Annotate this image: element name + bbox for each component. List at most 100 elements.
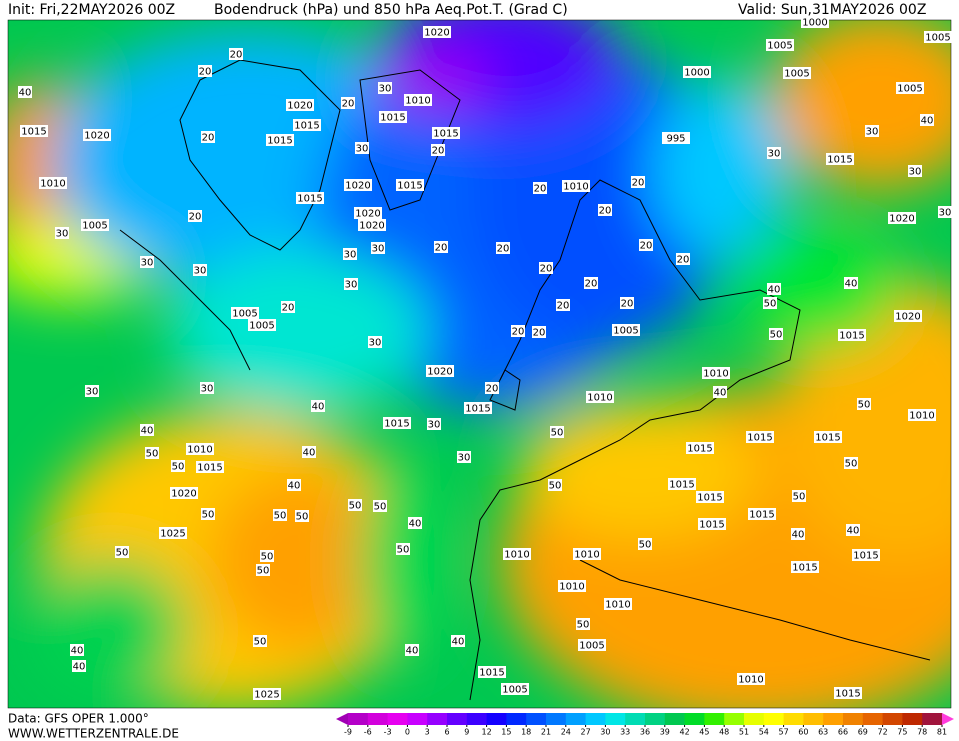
isobar-label-box (253, 688, 281, 700)
isobar-label: 1000 (684, 68, 709, 79)
isobar-label: 1020 (355, 209, 380, 220)
theta-label-box (140, 424, 154, 436)
theta-label: 30 (369, 338, 382, 349)
colorbar-box (843, 713, 864, 725)
isobar-label-box (503, 548, 531, 560)
colorbar-tick-label: 63 (818, 728, 828, 737)
colorbar-box (407, 713, 428, 725)
theta-label: 20 (282, 303, 295, 314)
theta-label-box (576, 618, 590, 630)
isobar-label: 1020 (84, 131, 109, 142)
theta-label: 20 (432, 146, 445, 157)
theta-label-box (763, 297, 777, 309)
isobar-label: 1010 (574, 550, 599, 561)
theta-label: 30 (344, 250, 357, 261)
theta-label: 30 (768, 149, 781, 160)
isobar-label: 1005 (579, 641, 604, 652)
theta-label: 50 (549, 481, 562, 492)
theta-label: 20 (202, 133, 215, 144)
colorbar-tick-label: -9 (344, 728, 352, 737)
theta-label-box (846, 524, 860, 536)
website: WWW.WETTERZENTRALE.DE (8, 727, 179, 741)
colorbar-box (546, 713, 567, 725)
theta-label-box (348, 499, 362, 511)
isobar-label-box (702, 367, 730, 379)
theta-label: 20 (557, 301, 570, 312)
theta-label: 40 (452, 637, 465, 648)
isobar-label-box (766, 39, 794, 51)
isobar-label-box (668, 478, 696, 490)
colorbar-box (704, 713, 725, 725)
colorbar-box (466, 713, 488, 725)
isobar-label: 1015 (747, 433, 772, 444)
colorbar-tick-label: 78 (917, 728, 927, 737)
isobar-label: 1005 (897, 84, 922, 95)
isobar-label-box (170, 487, 198, 499)
theta-label: 30 (909, 167, 922, 178)
theta-label: 20 (677, 255, 690, 266)
isobar-label: 1010 (40, 179, 65, 190)
isobar-label-box (783, 67, 811, 79)
isobar-label: 1020 (171, 489, 196, 500)
colorbar-box (823, 713, 844, 725)
theta-label-box (550, 426, 564, 438)
colorbar-box (664, 713, 686, 725)
colorbar-box (565, 713, 587, 725)
theta-label-box (539, 262, 553, 274)
isobar-label-box (888, 212, 916, 224)
colorbar-box (585, 713, 606, 725)
theta-label-box (341, 97, 355, 109)
colorbar-box (605, 713, 626, 725)
map-frame (7, 19, 952, 709)
isobar-label-box (248, 319, 276, 331)
isobar-label: 1005 (502, 685, 527, 696)
isobar-label-box (501, 683, 529, 695)
isobar-label: 1010 (605, 600, 630, 611)
theta-label-box (343, 248, 357, 260)
isobar-label-box (604, 598, 632, 610)
colorbar-box (803, 713, 824, 725)
theta-label: 20 (486, 384, 499, 395)
theta-label: 50 (146, 449, 159, 460)
theta-label: 40 (714, 388, 727, 399)
theta-label-box (767, 283, 781, 295)
theta-label-box (253, 635, 267, 647)
theta-label: 40 (845, 279, 858, 290)
isobar-label-box (358, 219, 386, 231)
theta-label-box (532, 326, 546, 338)
isobar-label: 1005 (82, 221, 107, 232)
colorbar-tick-label: 60 (798, 728, 808, 737)
isobar-label: 1010 (703, 369, 728, 380)
isobar-label: 1020 (895, 312, 920, 323)
theta-label: 40 (73, 662, 86, 673)
theta-label: 20 (342, 99, 355, 110)
colorbar-tick-label: 36 (640, 728, 650, 737)
isobar-label-box (478, 666, 506, 678)
isobar-label-box (838, 329, 866, 341)
isobar-label: 1010 (563, 182, 588, 193)
theta-label-box (511, 325, 525, 337)
theta-label-box (548, 479, 562, 491)
colorbar-high-arrow (942, 713, 954, 725)
theta-label: 50 (172, 462, 185, 473)
colorbar-tick-label: 33 (620, 728, 630, 737)
theta-label-box (713, 386, 727, 398)
isobar-label: 1015 (827, 155, 852, 166)
theta-label: 50 (349, 501, 362, 512)
data-source: Data: GFS OPER 1.000° (8, 712, 149, 726)
theta-label: 50 (257, 566, 270, 577)
theta-label-box (938, 206, 952, 218)
theta-label-box (85, 385, 99, 397)
isobar-label-box (748, 508, 776, 520)
init-time: Init: Fri,22MAY2026 00Z (8, 2, 175, 18)
theta-label-box (769, 328, 783, 340)
theta-label-box (598, 204, 612, 216)
isobar-label-box (834, 687, 862, 699)
colorbar-tick-label: 45 (699, 728, 709, 737)
theta-label-box (405, 644, 419, 656)
isobar-label: 1015 (687, 444, 712, 455)
colorbar-box (427, 713, 448, 725)
theta-label-box (201, 508, 215, 520)
